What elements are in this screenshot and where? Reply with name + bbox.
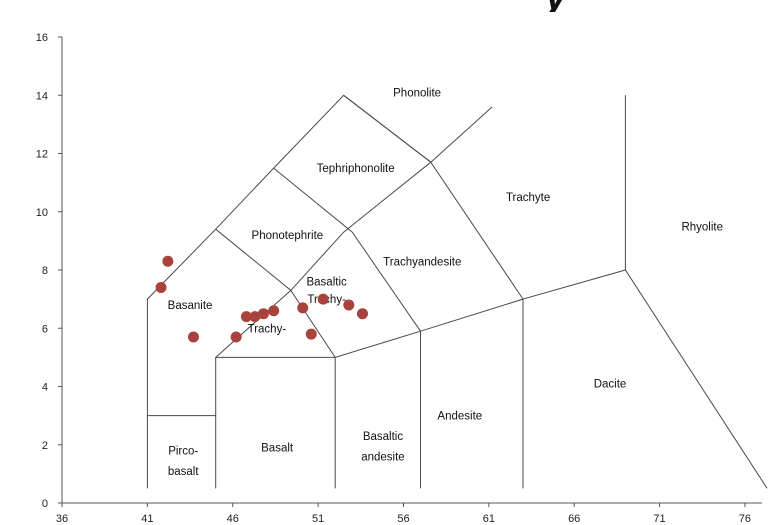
y-tick-label: 16 (36, 32, 48, 44)
sample-points (155, 255, 368, 343)
y-tick-label: 10 (36, 207, 48, 219)
data-point (162, 255, 174, 267)
x-tick-label: 76 (739, 513, 751, 525)
field-label-trachy: Trachy- (248, 323, 287, 335)
x-tick-label: 71 (653, 513, 665, 525)
x-tick-label: 36 (56, 513, 68, 525)
y-tick-label: 14 (36, 90, 48, 102)
field-label-phonolite: Phonolite (393, 87, 441, 99)
field-label-andesite: Andesite (437, 411, 482, 423)
data-point (297, 302, 309, 314)
field-label-andesite: andesite (361, 451, 404, 463)
field-label-basaltic: Basaltic (363, 431, 404, 443)
field-label-rhyolite: Rhyolite (681, 221, 723, 233)
y-tick-label: 2 (42, 440, 48, 452)
data-point (356, 308, 368, 320)
data-point (230, 331, 242, 343)
field-label-phonotephrite: Phonotephrite (252, 230, 324, 242)
x-tick-label: 46 (227, 513, 239, 525)
x-tick-label: 61 (483, 513, 495, 525)
field-label-basaltic: Basaltic (306, 277, 347, 289)
field-boundary-line (343, 94, 432, 163)
field-label-basalt: Basalt (261, 443, 294, 455)
field-boundaries (146, 94, 768, 489)
y-tick-label: 0 (42, 498, 48, 510)
field-label-basalt: basalt (168, 466, 199, 478)
y-tick-label: 4 (42, 382, 48, 394)
field-label-trachyte: Trachyte (506, 192, 550, 204)
data-point (317, 293, 329, 305)
data-point (268, 305, 280, 317)
field-boundary-line (273, 167, 421, 489)
data-point (249, 311, 261, 323)
field-labels: Phonolite Tephriphonolite Trachyte Rhyolite… (168, 87, 723, 478)
field-boundary-line (215, 106, 493, 416)
y-tick-label: 12 (36, 149, 48, 161)
data-point (305, 328, 317, 340)
field-label-tephriphonolite: Tephriphonolite (317, 163, 395, 175)
x-tick-label: 41 (141, 513, 153, 525)
field-label-dacite: Dacite (594, 379, 627, 391)
x-tick-label: 56 (397, 513, 409, 525)
field-label-basanite: Basanite (168, 300, 213, 312)
field-boundary-line (215, 356, 336, 489)
data-point (187, 331, 199, 343)
y-tick-label: 6 (42, 323, 48, 335)
field-boundary-line (215, 228, 336, 358)
field-boundary-line (146, 94, 768, 489)
data-point (257, 308, 269, 320)
field-boundary-line (335, 298, 524, 489)
x-tick-label: 66 (568, 513, 580, 525)
field-label-pirco: Pirco- (168, 446, 198, 458)
chart-title-fragment: y (545, 0, 565, 12)
data-point (240, 311, 252, 323)
field-label-trachyandesite: Trachyandesite (383, 256, 461, 268)
y-tick-label: 8 (42, 265, 48, 277)
data-point (155, 281, 167, 293)
x-tick-label: 51 (312, 513, 324, 525)
data-point (343, 299, 355, 311)
